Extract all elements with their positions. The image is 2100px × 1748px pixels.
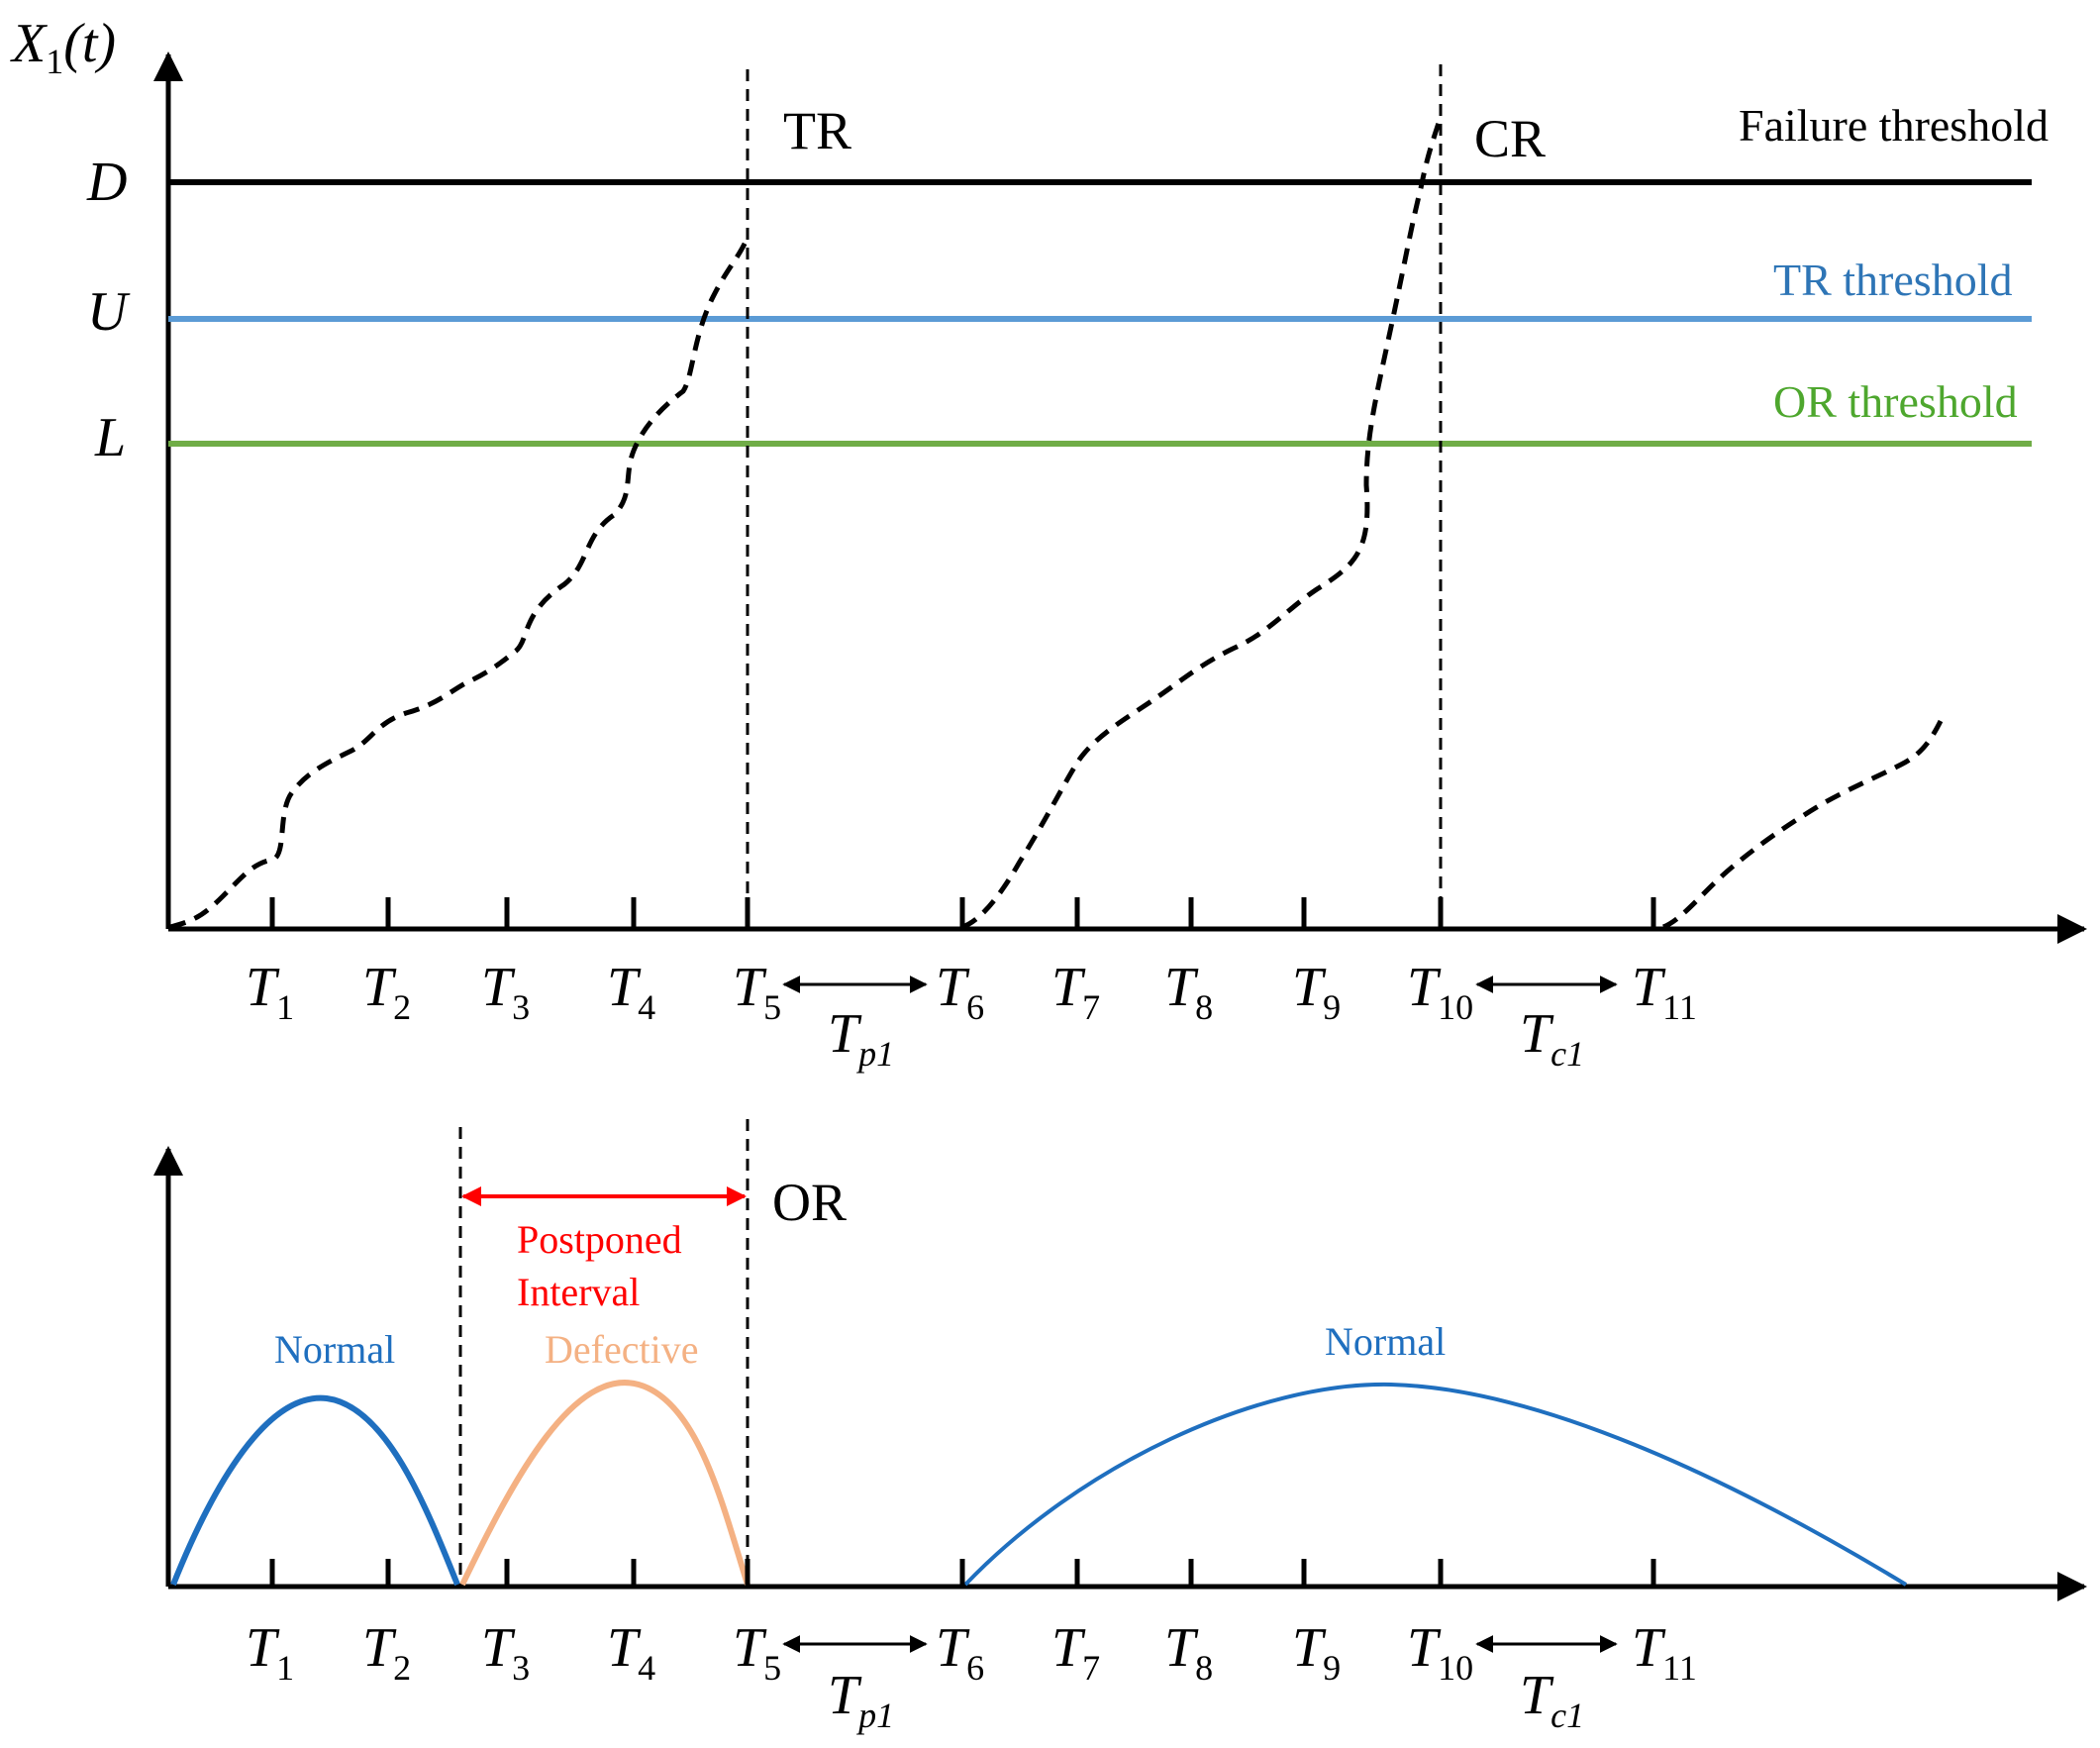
- top-tc1-label: Tc1: [1520, 1003, 1584, 1074]
- bottom-panel: Postponed Interval OR Normal Defective N…: [153, 1119, 2087, 1735]
- or-threshold-label: OR threshold: [1773, 376, 2018, 427]
- phase-label-defective: Defective: [545, 1327, 698, 1372]
- top-tick-label-t7: T7: [1051, 957, 1100, 1027]
- bottom-tick-label-t2: T2: [362, 1617, 411, 1688]
- bottom-tick-label-t6: T6: [936, 1617, 984, 1688]
- bottom-tick-label-t9: T9: [1292, 1617, 1341, 1688]
- top-tick-label-t2: T2: [362, 957, 411, 1027]
- top-tick-labels: T1 T2 T3 T4 T5 T6 T7 T8 T9 T10 T11: [246, 957, 1697, 1027]
- tr-threshold-label: TR threshold: [1773, 255, 2012, 305]
- bottom-tick-label-t8: T8: [1164, 1617, 1213, 1688]
- defective-curve: [459, 1380, 750, 1587]
- bottom-tc1-label: Tc1: [1520, 1665, 1584, 1735]
- bottom-tick-label-t7: T7: [1051, 1617, 1100, 1688]
- top-tick-label-t8: T8: [1164, 957, 1213, 1027]
- cr-event-label: CR: [1474, 109, 1546, 168]
- top-y-axis-label: X1(t): [10, 13, 116, 81]
- degradation-path-2: [961, 116, 1444, 930]
- bottom-tp1-label: Tp1: [828, 1665, 894, 1735]
- top-tick-label-t5: T5: [733, 957, 781, 1027]
- bottom-tick-label-t4: T4: [607, 1617, 655, 1688]
- top-tick-label-t4: T4: [607, 957, 655, 1027]
- top-tick-label-t10: T10: [1407, 957, 1473, 1027]
- bottom-tick-label-t1: T1: [246, 1617, 294, 1688]
- bottom-tick-label-t3: T3: [481, 1617, 530, 1688]
- level-symbol-l: L: [94, 407, 126, 468]
- top-tick-label-t11: T11: [1632, 957, 1697, 1027]
- top-tick-label-t3: T3: [481, 957, 530, 1027]
- degradation-path-1: [169, 236, 750, 930]
- or-event-label: OR: [772, 1173, 847, 1232]
- normal-curve-2: [963, 1382, 1908, 1587]
- top-tick-label-t9: T9: [1292, 957, 1341, 1027]
- postponed-interval-label-line2: Interval: [517, 1270, 640, 1314]
- bottom-tick-label-t5: T5: [733, 1617, 781, 1688]
- phase-label-normal-1: Normal: [274, 1327, 395, 1372]
- level-symbol-d: D: [86, 152, 127, 213]
- normal-curve-1: [170, 1394, 460, 1587]
- bottom-ticks: [269, 1559, 1656, 1587]
- level-symbol-u: U: [87, 281, 131, 343]
- tr-event-label: TR: [783, 101, 851, 160]
- top-ticks: [269, 897, 1656, 929]
- phase-label-normal-2: Normal: [1325, 1319, 1446, 1364]
- top-tick-label-t6: T6: [936, 957, 984, 1027]
- postponed-interval-label-line1: Postponed: [517, 1217, 682, 1262]
- bottom-tick-label-t11: T11: [1632, 1617, 1697, 1688]
- top-tick-label-t1: T1: [246, 957, 294, 1027]
- degradation-path-3: [1661, 719, 1944, 930]
- bottom-tick-labels: T1 T2 T3 T4 T5 T6 T7 T8 T9 T10 T11: [246, 1617, 1697, 1688]
- top-panel: X1(t) D U L Failure threshold TR thresho…: [10, 13, 2087, 1074]
- top-tp1-label: Tp1: [828, 1003, 894, 1074]
- bottom-tick-label-t10: T10: [1407, 1617, 1473, 1688]
- failure-threshold-label: Failure threshold: [1739, 100, 2049, 151]
